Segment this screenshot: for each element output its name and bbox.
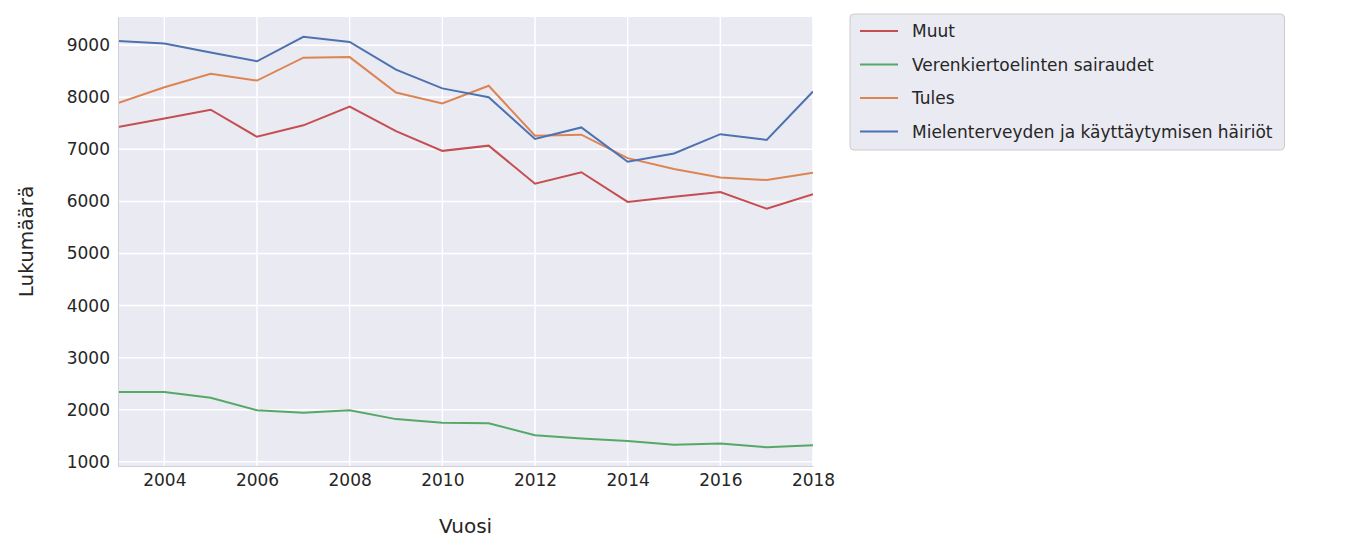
tick-label: 7000 — [67, 139, 110, 159]
plot-background — [118, 17, 813, 466]
tick: 2008 — [329, 466, 372, 490]
tick: 2006 — [236, 466, 279, 490]
series-line — [118, 392, 813, 447]
legend-swatch — [860, 97, 898, 99]
x-axis: 2004 2006 2008 2010 2012 2014 2016 2018 — [119, 466, 836, 490]
series-line — [118, 57, 813, 180]
grid — [118, 17, 813, 466]
grid-line — [534, 17, 536, 466]
tick: 1000 — [67, 452, 118, 472]
legend: Muut Verenkiertoelinten sairaudet Tules Mie… — [850, 14, 1285, 150]
tick: 6000 — [67, 191, 118, 211]
axis-line — [119, 466, 814, 467]
tick: 2004 — [143, 466, 186, 490]
tick-label: 1000 — [67, 452, 110, 472]
grid-line — [118, 201, 813, 203]
tick-label: 2004 — [143, 470, 186, 490]
legend-label: Mielenterveyden ja käyttäytymisen häiriö… — [912, 122, 1273, 142]
tick-label: 2014 — [607, 470, 650, 490]
legend-swatch — [860, 64, 898, 66]
y-axis: 1000 2000 3000 4000 5000 6000 7000 8000 9000 — [67, 18, 119, 472]
legend-swatch — [860, 30, 898, 32]
tick-label: 5000 — [67, 243, 110, 263]
tick-label: 8000 — [67, 87, 110, 107]
tick: 7000 — [67, 139, 118, 159]
tick-label: 6000 — [67, 191, 110, 211]
grid-line — [256, 17, 258, 466]
chart: 2004 2006 2008 2010 2012 2014 2016 2018 1000 2000… — [0, 0, 1366, 554]
grid-line — [118, 44, 813, 46]
tick: 2012 — [514, 466, 557, 490]
tick-label: 2010 — [421, 470, 464, 490]
grid-line — [720, 17, 722, 466]
tick-label: 3000 — [67, 348, 110, 368]
series-line — [118, 37, 813, 162]
grid-line — [442, 17, 444, 466]
tick-label: 2000 — [67, 400, 110, 420]
plot: 2004 2006 2008 2010 2012 2014 2016 2018 1000 2000… — [67, 17, 835, 490]
grid-line — [627, 17, 629, 466]
legend-swatch — [860, 131, 898, 133]
tick-label: 9000 — [67, 35, 110, 55]
y-axis-title: Lukumäärä — [14, 186, 38, 298]
tick-label: 2006 — [236, 470, 279, 490]
tick: 2014 — [607, 466, 650, 490]
grid-line — [118, 305, 813, 307]
grid-line — [118, 409, 813, 411]
tick: 2016 — [699, 466, 742, 490]
tick-label: 4000 — [67, 296, 110, 316]
legend-label: Tules — [911, 88, 955, 108]
x-axis-title: Vuosi — [439, 514, 492, 538]
grid-line — [118, 357, 813, 359]
tick-label: 2012 — [514, 470, 557, 490]
tick-label: 2018 — [792, 470, 835, 490]
grid-line — [164, 17, 166, 466]
series-line — [118, 107, 813, 209]
legend-box — [850, 14, 1285, 150]
tick: 4000 — [67, 296, 118, 316]
grid-line — [118, 253, 813, 255]
legend-label: Verenkiertoelinten sairaudet — [912, 55, 1154, 75]
tick-label: 2008 — [329, 470, 372, 490]
grid-line — [118, 461, 813, 463]
grid-line — [812, 17, 814, 466]
tick: 3000 — [67, 348, 118, 368]
lines — [118, 37, 813, 447]
tick: 2000 — [67, 400, 118, 420]
tick: 5000 — [67, 243, 118, 263]
legend-label: Muut — [912, 21, 955, 41]
tick: 2010 — [421, 466, 464, 490]
tick: 9000 — [67, 35, 118, 55]
tick: 8000 — [67, 87, 118, 107]
grid-line — [118, 96, 813, 98]
axis-line — [118, 18, 119, 467]
tick-label: 2016 — [699, 470, 742, 490]
tick: 2018 — [792, 466, 835, 490]
grid-line — [349, 17, 351, 466]
